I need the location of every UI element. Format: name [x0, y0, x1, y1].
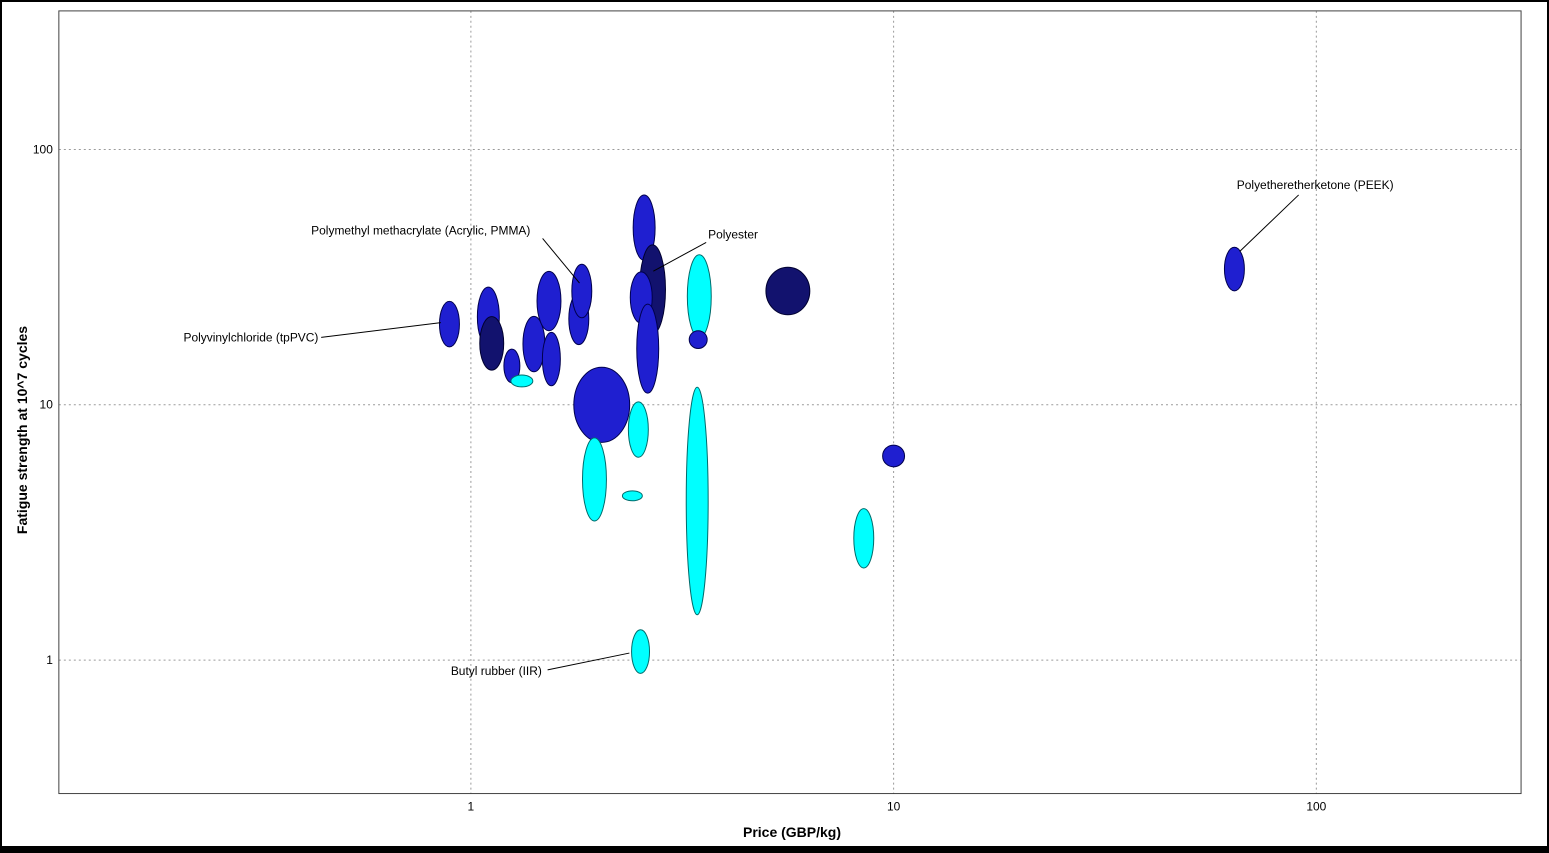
- plot-border: [58, 10, 1522, 795]
- material-bubble[interactable]: [688, 330, 708, 349]
- material-bubble[interactable]: [882, 444, 906, 468]
- x-tick-label: 10: [887, 799, 901, 813]
- annotation-leader-line: [542, 238, 580, 284]
- material-bubble[interactable]: [627, 401, 649, 458]
- material-bubble[interactable]: [581, 437, 607, 522]
- annotation-leader-line: [1239, 194, 1299, 252]
- material-bubble[interactable]: [571, 263, 593, 319]
- material-bubble[interactable]: [541, 331, 561, 387]
- x-axis-title: Price (GBP/kg): [742, 824, 842, 840]
- annotation-label: Butyl rubber (IIR): [451, 664, 542, 678]
- material-bubble[interactable]: [510, 374, 534, 388]
- material-bubble[interactable]: [621, 490, 643, 502]
- material-bubble[interactable]: [1223, 246, 1245, 292]
- annotation-leader-line: [653, 242, 707, 272]
- y-tick-label: 100: [33, 142, 53, 156]
- x-tick-label: 100: [1306, 799, 1326, 813]
- y-tick-label: 10: [40, 398, 54, 412]
- annotation-leader-line: [321, 322, 441, 338]
- y-axis-title: Fatigue strength at 10^7 cycles: [14, 325, 30, 535]
- material-bubble[interactable]: [636, 303, 660, 394]
- material-bubble[interactable]: [536, 270, 562, 332]
- material-bubble[interactable]: [438, 300, 460, 348]
- annotation-label: Polyester: [708, 228, 758, 242]
- material-bubble[interactable]: [765, 266, 811, 316]
- annotation-label: Polyvinylchloride (tpPVC): [184, 330, 319, 344]
- x-tick-label: 1: [468, 799, 475, 813]
- annotation-label: Polymethyl methacrylate (Acrylic, PMMA): [311, 224, 530, 238]
- material-bubble[interactable]: [685, 386, 709, 616]
- y-tick-label: 1: [46, 653, 53, 667]
- material-bubble[interactable]: [631, 629, 651, 674]
- material-bubble[interactable]: [853, 508, 875, 569]
- annotation-leader-line: [547, 652, 630, 671]
- material-bubble[interactable]: [573, 366, 631, 443]
- material-bubble[interactable]: [479, 316, 505, 371]
- annotation-label: Polyetheretherketone (PEEK): [1237, 178, 1394, 192]
- material-bubble[interactable]: [686, 254, 712, 339]
